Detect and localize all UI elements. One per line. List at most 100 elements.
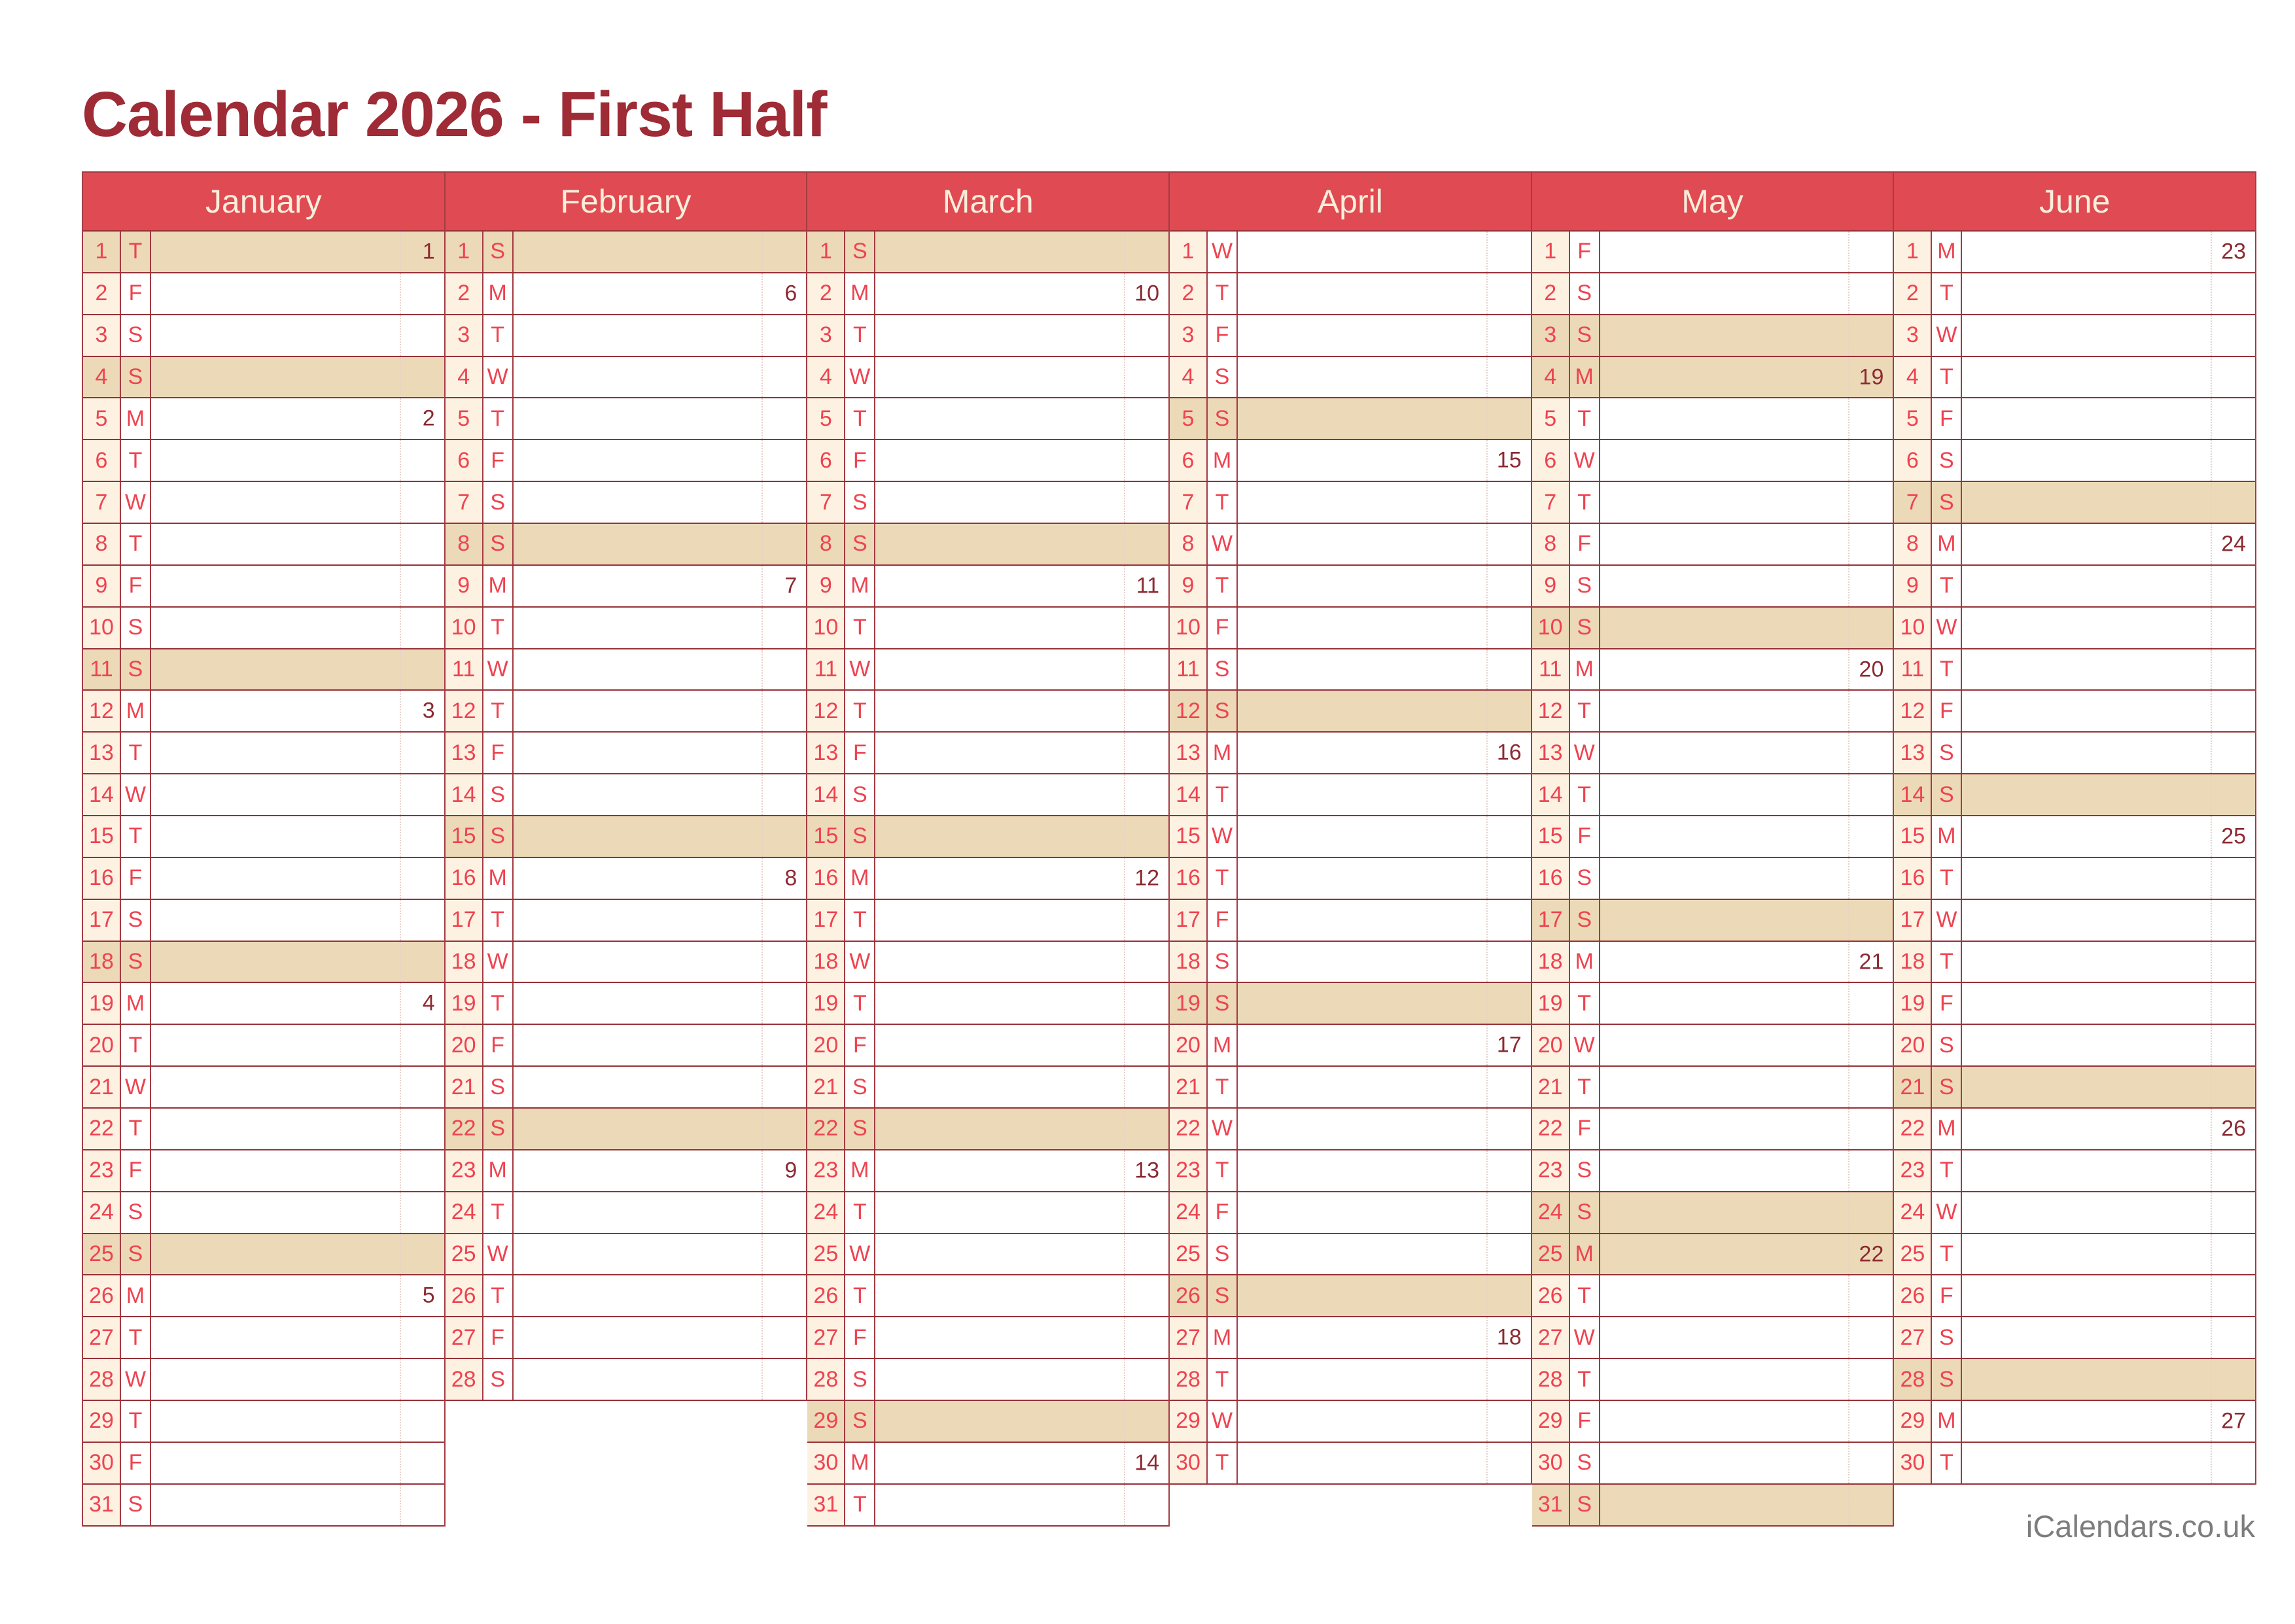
day-row: 13 T	[83, 733, 444, 775]
week-column-dotted-divider	[2211, 273, 2213, 314]
notes-area	[1962, 983, 2255, 1024]
weekday-letter-cell: M	[1570, 941, 1600, 982]
day-number-cell: 11	[1532, 649, 1570, 690]
day-row: 2 M 10	[807, 273, 1169, 315]
day-row: 22 F	[1532, 1109, 1893, 1150]
week-column-dotted-divider	[1486, 1359, 1488, 1400]
day-number-cell: 13	[807, 733, 846, 774]
month-column-march: March 1 S 2 M 10 3 T 4 W 5 T 6 F 7 S 8 S 9 M 11 10 T 11 W 12 T 13 F 1…	[807, 171, 1170, 1527]
week-number: 14	[1134, 1450, 1160, 1476]
notes-area	[151, 315, 444, 356]
week-column-dotted-divider	[762, 733, 763, 774]
notes-area	[1600, 607, 1893, 648]
week-column-dotted-divider	[1486, 273, 1488, 314]
day-row: 26 F	[1894, 1275, 2256, 1318]
week-number: 16	[1496, 740, 1522, 765]
week-column-dotted-divider	[762, 315, 763, 356]
notes-area	[514, 607, 807, 648]
day-number-cell: 14	[1170, 774, 1208, 816]
notes-area	[514, 524, 807, 564]
day-number-cell: 4	[445, 356, 483, 398]
week-number: 10	[1134, 281, 1160, 306]
day-number-cell: 10	[1894, 607, 1933, 648]
notes-area	[1238, 1275, 1531, 1317]
week-column-dotted-divider	[2211, 857, 2213, 899]
notes-area	[514, 691, 807, 732]
day-row: 27 S	[1894, 1317, 2256, 1360]
weekday-letter-cell: T	[483, 1192, 514, 1233]
weekday-letter-cell: F	[845, 1317, 876, 1358]
day-row: 12 S	[1170, 691, 1531, 733]
day-number-cell: 6	[807, 440, 846, 481]
weekday-letter-cell: T	[1932, 356, 1963, 398]
weekday-letter-cell: T	[483, 607, 514, 648]
day-number-cell: 22	[807, 1109, 846, 1149]
day-number-cell: 13	[1170, 733, 1208, 774]
week-column-dotted-divider	[762, 1109, 763, 1149]
month-header: January	[83, 173, 444, 232]
week-column-dotted-divider	[1124, 356, 1126, 398]
notes-area	[1600, 565, 1893, 606]
day-row: 29 S	[807, 1401, 1169, 1443]
weekday-letter-cell: F	[1570, 1401, 1600, 1442]
week-column-dotted-divider	[762, 356, 763, 398]
notes-area	[1600, 482, 1893, 523]
notes-area	[151, 1234, 444, 1275]
week-column-dotted-divider	[1124, 649, 1126, 690]
day-number-cell: 17	[83, 899, 121, 941]
notes-area	[1600, 1025, 1893, 1066]
day-number-cell: 10	[1170, 607, 1208, 648]
weekday-letter-cell: T	[1932, 941, 1963, 982]
day-number-cell: 17	[1532, 899, 1570, 941]
weekday-letter-cell: T	[1208, 273, 1238, 314]
notes-area	[514, 315, 807, 356]
week-column-dotted-divider	[1848, 649, 1850, 690]
weekday-letter-cell: S	[483, 232, 514, 272]
weekday-letter-cell: T	[1570, 774, 1600, 816]
weekday-letter-cell: S	[121, 1192, 151, 1233]
week-column-dotted-divider	[2211, 649, 2213, 690]
day-number-cell: 19	[445, 983, 483, 1024]
week-column-dotted-divider	[1486, 482, 1488, 523]
day-row: 15 M 25	[1894, 816, 2256, 858]
day-number-cell: 24	[445, 1192, 483, 1233]
weekday-letter-cell: S	[845, 524, 876, 564]
day-number-cell: 26	[1170, 1275, 1208, 1317]
week-column-dotted-divider	[1124, 1442, 1126, 1483]
notes-area	[1238, 1359, 1531, 1400]
day-row: 11 W	[445, 649, 807, 691]
day-number-cell: 1	[807, 232, 846, 272]
week-column-dotted-divider	[2211, 1234, 2213, 1275]
weekday-letter-cell: T	[483, 691, 514, 732]
week-number: 24	[2221, 531, 2247, 557]
day-number-cell: 15	[83, 816, 121, 857]
week-column-dotted-divider	[1848, 1484, 1850, 1525]
weekday-letter-cell: T	[845, 899, 876, 941]
weekday-letter-cell: M	[845, 1442, 876, 1483]
notes-area: 4	[151, 983, 444, 1024]
notes-area	[1962, 1067, 2255, 1108]
day-row: 18 W	[807, 941, 1169, 984]
day-number-cell: 28	[1894, 1359, 1933, 1400]
weekday-letter-cell: S	[483, 816, 514, 857]
weekday-letter-cell: W	[1932, 1192, 1963, 1233]
day-row: 28 T	[1532, 1359, 1893, 1402]
notes-area	[1238, 356, 1531, 398]
week-column-dotted-divider	[1486, 691, 1488, 732]
day-row: 25 T	[1894, 1234, 2256, 1276]
day-number-cell: 7	[807, 482, 846, 523]
day-number-cell: 4	[83, 356, 121, 398]
notes-area	[1600, 1275, 1893, 1317]
week-column-dotted-divider	[2211, 733, 2213, 774]
weekday-letter-cell: F	[121, 565, 151, 606]
week-column-dotted-divider	[2211, 1317, 2213, 1358]
day-number-cell: 21	[83, 1067, 121, 1108]
weekday-letter-cell: S	[1208, 983, 1238, 1024]
day-row: 12 M 3	[83, 691, 444, 733]
day-number-cell: 21	[1170, 1067, 1208, 1108]
notes-area	[875, 733, 1168, 774]
day-number-cell: 11	[83, 649, 121, 690]
weekday-letter-cell: S	[1932, 774, 1963, 816]
